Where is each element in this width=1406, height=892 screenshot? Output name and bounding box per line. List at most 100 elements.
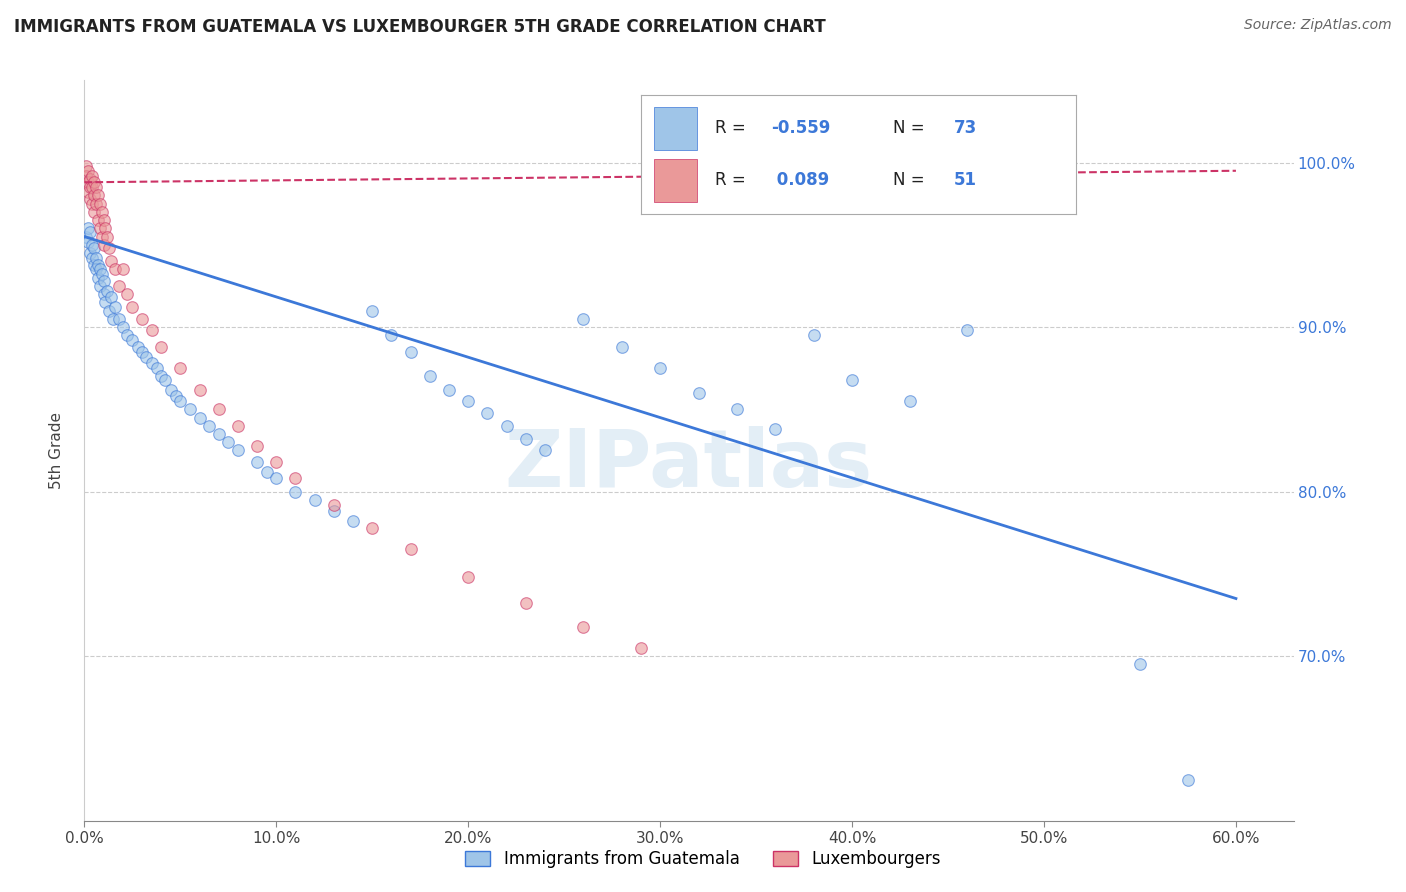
Point [380,328,402,343]
Point [725,402,748,417]
Point [90,268,112,282]
Point [131,311,153,326]
Point [79,172,101,186]
Point [89,196,111,211]
Point [841,373,863,387]
Point [208,427,231,442]
Point [77,221,100,235]
Point [630,640,652,655]
Point [93,237,115,252]
Point [77,175,100,189]
Point [77,185,100,199]
Point [457,394,479,409]
Point [572,311,595,326]
Point [135,350,157,364]
Point [83,241,105,255]
Point [84,262,107,277]
Text: IMMIGRANTS FROM GUATEMALA VS LUXEMBOURGER 5TH GRADE CORRELATION CHART: IMMIGRANTS FROM GUATEMALA VS LUXEMBOURGE… [14,18,825,36]
Point [93,274,115,288]
Point [198,418,221,433]
Point [304,492,326,507]
Point [457,570,479,584]
Point [342,514,364,528]
Point [419,369,441,384]
Point [98,241,121,255]
Point [121,301,143,315]
Point [100,290,122,304]
Point [98,303,121,318]
Point [89,279,111,293]
Point [94,295,117,310]
Y-axis label: 5th Grade: 5th Grade [49,412,63,489]
Point [84,180,107,194]
Point [84,196,107,211]
Point [610,340,633,354]
Point [226,443,249,458]
Point [515,597,537,611]
Point [75,169,97,183]
Point [534,443,557,458]
Point [169,394,191,409]
Point [266,471,288,485]
Point [79,192,101,206]
Point [75,159,97,173]
Point [956,323,979,337]
Point [131,344,153,359]
Point [90,205,112,219]
Point [179,402,201,417]
Point [688,385,710,400]
Point [96,229,118,244]
Point [399,344,422,359]
Point [90,229,112,244]
Point [83,205,105,219]
Point [284,484,307,499]
Point [763,422,786,436]
Point [77,235,100,249]
Point [87,188,110,202]
Point [256,465,278,479]
Point [96,284,118,298]
Point [169,361,191,376]
Point [146,361,169,376]
Legend: Immigrants from Guatemala, Luxembourgers: Immigrants from Guatemala, Luxembourgers [458,844,948,875]
Text: Source: ZipAtlas.com: Source: ZipAtlas.com [1244,18,1392,32]
Point [361,521,384,535]
Point [322,498,344,512]
Point [79,225,101,239]
Point [208,402,231,417]
Point [150,340,173,354]
Point [115,287,138,301]
Point [141,356,163,370]
Point [108,311,131,326]
Point [246,438,269,452]
Point [84,251,107,265]
Text: ZIPatlas: ZIPatlas [505,426,873,504]
Point [94,221,117,235]
Point [284,471,307,485]
Point [87,258,110,272]
Point [361,303,384,318]
Point [150,369,173,384]
Point [803,328,825,343]
Point [495,418,517,433]
Point [266,455,288,469]
Point [80,180,103,194]
Point [80,196,103,211]
Point [188,410,211,425]
Point [226,418,249,433]
Point [153,373,176,387]
Point [166,389,188,403]
Point [89,221,111,235]
Point [87,213,110,227]
Point [83,188,105,202]
Point [104,262,127,277]
Point [515,432,537,446]
Point [83,258,105,272]
Point [437,383,460,397]
Point [127,340,149,354]
Point [89,262,111,277]
Point [898,394,921,409]
Point [111,320,134,334]
Point [115,328,138,343]
Point [121,333,143,347]
